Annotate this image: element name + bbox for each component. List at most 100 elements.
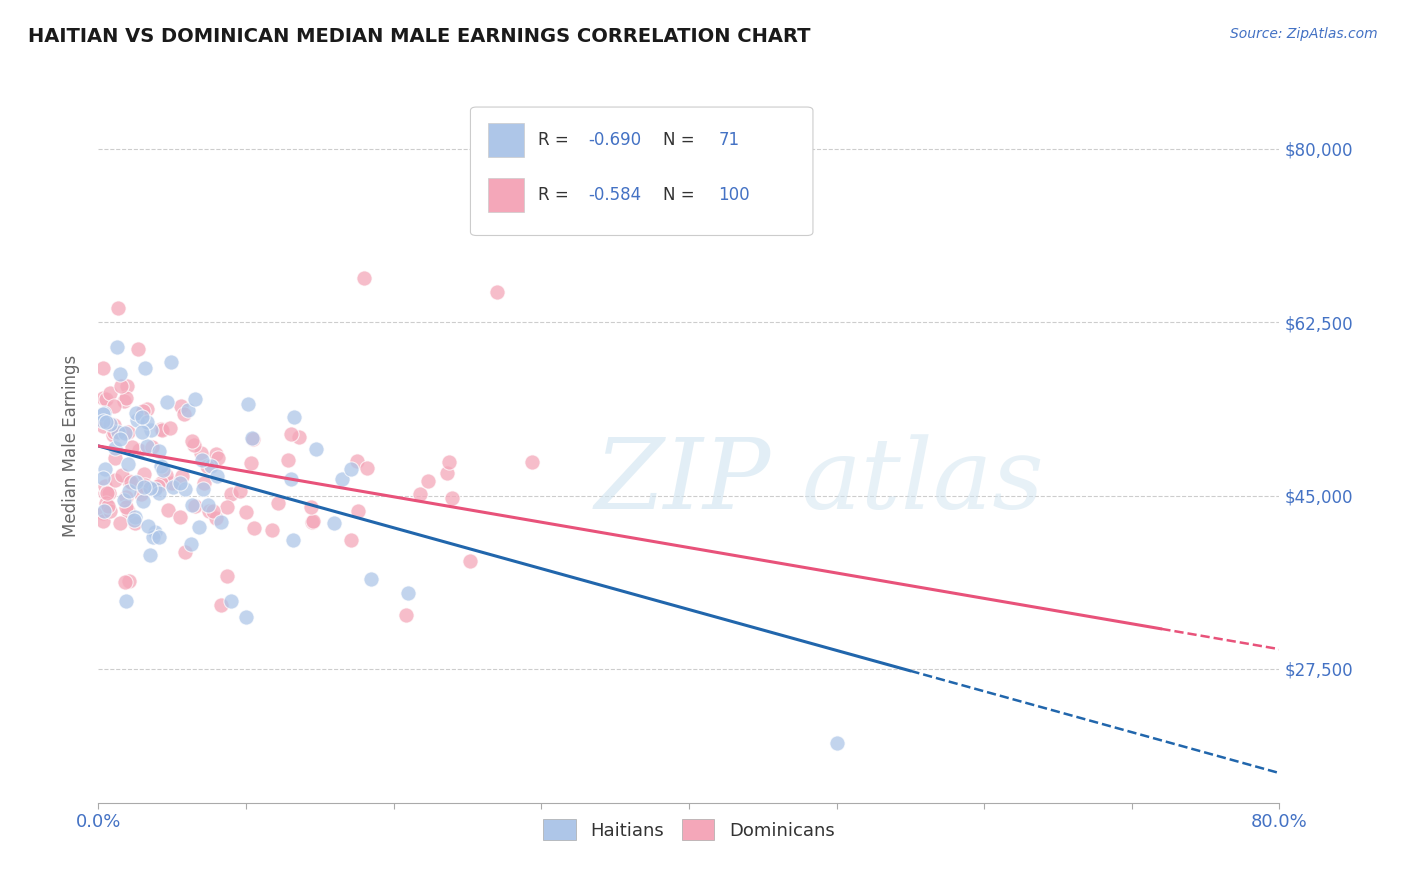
Point xyxy=(301,515,323,529)
Text: N =: N = xyxy=(664,186,700,203)
Point xyxy=(242,432,264,446)
Point xyxy=(240,456,263,470)
Point xyxy=(131,425,153,439)
Point xyxy=(191,482,214,496)
Point xyxy=(160,476,183,491)
Point xyxy=(299,500,322,514)
Point xyxy=(436,467,458,481)
Point xyxy=(98,486,121,500)
Point xyxy=(118,574,141,589)
Point xyxy=(174,482,197,496)
Point xyxy=(146,479,169,493)
Point xyxy=(169,510,191,524)
Point xyxy=(825,736,848,750)
Text: ZIP: ZIP xyxy=(595,434,770,529)
Point xyxy=(103,442,125,456)
Point xyxy=(93,504,115,518)
Point xyxy=(118,483,141,498)
Point xyxy=(169,476,191,491)
Point xyxy=(409,487,432,501)
Point xyxy=(277,453,299,467)
Point xyxy=(235,505,257,519)
Point xyxy=(120,475,142,489)
Point xyxy=(148,530,170,544)
FancyBboxPatch shape xyxy=(471,107,813,235)
Point xyxy=(200,459,222,474)
Point xyxy=(96,415,118,429)
Point xyxy=(138,481,160,495)
Point xyxy=(96,485,118,500)
Point xyxy=(201,504,224,518)
Point xyxy=(360,572,382,586)
Point xyxy=(104,450,127,465)
Point xyxy=(108,367,131,381)
Point xyxy=(115,500,138,514)
Point xyxy=(91,360,114,375)
Point xyxy=(117,425,139,440)
Point xyxy=(114,425,136,440)
Point xyxy=(136,439,159,453)
Point xyxy=(142,530,165,544)
Point xyxy=(160,355,183,369)
Point xyxy=(101,428,124,442)
Point xyxy=(157,503,180,517)
Point xyxy=(93,485,115,500)
Point xyxy=(97,499,120,513)
Point xyxy=(114,574,136,589)
Point xyxy=(288,430,311,444)
Point xyxy=(136,480,159,494)
Point xyxy=(149,475,172,490)
Point xyxy=(94,392,117,406)
Point xyxy=(155,467,177,482)
Point xyxy=(181,434,204,449)
Point xyxy=(125,475,148,489)
Point xyxy=(110,379,132,393)
Point xyxy=(127,342,149,356)
Text: -0.584: -0.584 xyxy=(589,186,641,203)
Point xyxy=(395,607,418,622)
Point xyxy=(108,432,131,446)
Point xyxy=(103,399,125,413)
Point xyxy=(110,516,132,531)
Point xyxy=(219,594,242,608)
Point xyxy=(94,462,117,476)
Point xyxy=(103,417,125,432)
Legend: Haitians, Dominicans: Haitians, Dominicans xyxy=(536,812,842,847)
Point xyxy=(139,423,162,437)
Point xyxy=(132,493,155,508)
Point xyxy=(134,360,156,375)
Text: R =: R = xyxy=(537,186,574,203)
Point xyxy=(105,340,128,354)
Point xyxy=(91,507,114,521)
Point xyxy=(139,548,162,562)
Point xyxy=(98,386,121,401)
Point xyxy=(439,455,461,469)
Point xyxy=(150,423,173,437)
Point xyxy=(219,487,242,501)
Point xyxy=(159,421,181,435)
Point xyxy=(91,392,114,406)
Point xyxy=(115,490,138,504)
Point xyxy=(173,407,195,421)
Point xyxy=(323,516,346,530)
Point xyxy=(162,480,184,494)
Point xyxy=(91,514,114,528)
Point xyxy=(121,440,143,454)
Point xyxy=(134,477,156,491)
Point xyxy=(236,397,259,411)
Point xyxy=(94,479,117,493)
Point xyxy=(440,491,463,505)
Point xyxy=(217,569,239,583)
Text: N =: N = xyxy=(664,131,700,149)
Point xyxy=(177,403,200,417)
Text: R =: R = xyxy=(537,131,574,149)
Point xyxy=(283,533,305,548)
Point xyxy=(520,454,543,468)
Point xyxy=(111,467,134,482)
Point xyxy=(340,533,363,547)
Point xyxy=(169,399,191,413)
Point xyxy=(184,392,207,406)
Point xyxy=(190,452,212,467)
Point xyxy=(124,516,146,530)
Point xyxy=(396,586,419,600)
